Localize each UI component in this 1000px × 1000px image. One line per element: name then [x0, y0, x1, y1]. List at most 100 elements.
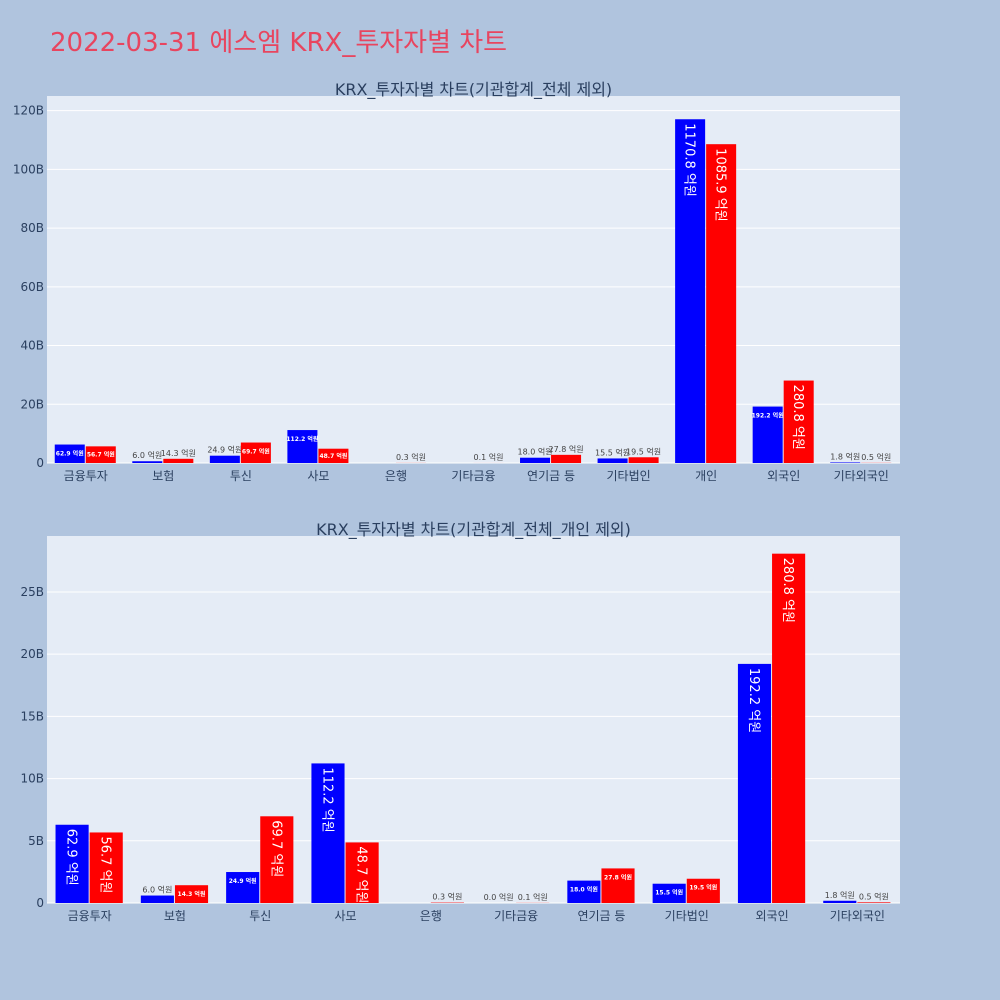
x-tick-label: 은행 [385, 468, 407, 483]
data-label: 24.9 억원 [229, 877, 257, 885]
data-label: 69.7 억원 [242, 448, 270, 456]
bar [226, 872, 260, 903]
bar [628, 457, 659, 463]
data-label: 192.2 억원 [752, 412, 784, 420]
bar [174, 885, 209, 903]
y-tick-label: 0 [36, 456, 44, 470]
y-tick-label: 15B [20, 709, 44, 723]
bar [601, 868, 635, 903]
x-tick-label: 투신 [249, 909, 271, 923]
bar [260, 816, 294, 903]
data-label: 18.0 억원 [517, 447, 552, 457]
bar [752, 406, 783, 463]
bar [209, 455, 240, 463]
bar [857, 902, 891, 903]
data-label: 48.7 억원 [319, 452, 347, 460]
data-label: 112.2 억원 [319, 767, 334, 832]
bar [737, 663, 772, 903]
bar [597, 458, 628, 463]
x-tick-label: 외국인 [767, 469, 800, 483]
data-label: 56.7 억원 [87, 451, 115, 459]
x-tick-label: 외국인 [755, 909, 788, 923]
y-tick-label: 120B [13, 104, 44, 118]
bar [240, 442, 271, 463]
bar [54, 444, 85, 463]
data-label: 48.7 억원 [354, 846, 369, 903]
y-tick-label: 80B [20, 221, 44, 235]
chart-title: KRX_투자자별 차트(기관합계_전체 제외) [335, 80, 612, 100]
data-label: 14.3 억원 [178, 890, 206, 898]
data-label: 1.8 억원 [830, 451, 860, 461]
x-tick-label: 기타외국인 [830, 909, 885, 923]
bar [520, 457, 551, 463]
data-label: 27.8 억원 [604, 873, 632, 881]
y-tick-label: 5B [28, 834, 44, 848]
data-label: 19.5 억원 [689, 884, 717, 892]
x-tick-label: 기타외국인 [834, 469, 889, 483]
y-tick-label: 10B [20, 772, 44, 786]
data-label: 6.0 억원 [132, 450, 162, 460]
x-tick-label: 기타금융 [451, 469, 495, 483]
x-tick-label: 사모 [335, 909, 357, 923]
data-label: 0.0 억원 [484, 892, 514, 902]
x-tick-label: 보험 [164, 909, 186, 923]
data-label: 15.5 억원 [655, 889, 683, 897]
data-label: 280.8 억원 [790, 385, 805, 450]
data-label: 192.2 억원 [746, 668, 761, 733]
chart-title: KRX_투자자별 차트(기관합계_전체_개인 제외) [316, 520, 631, 540]
bar [772, 553, 806, 903]
x-tick-label: 기타법인 [607, 469, 651, 483]
y-tick-label: 100B [13, 162, 44, 176]
bar [318, 448, 349, 463]
data-label: 0.1 억원 [474, 452, 504, 462]
x-tick-label: 금융투자 [64, 469, 108, 483]
y-tick-label: 20B [20, 397, 44, 411]
bar [287, 430, 318, 463]
bar [823, 900, 857, 903]
bar [163, 458, 194, 463]
bar [345, 842, 379, 903]
y-tick-label: 60B [20, 280, 44, 294]
y-tick-label: 0 [36, 896, 44, 910]
data-label: 69.7 억원 [268, 820, 283, 877]
chart-institution-excluded: 0 20B 40B 60B 80B 100B 120B KRX_투자자별 차트(기관합계_전체… [13, 80, 900, 483]
y-tick-label: 20B [20, 647, 44, 661]
x-tick-label: 사모 [307, 469, 329, 483]
plot-area [47, 96, 900, 463]
data-label: 0.5 억원 [859, 891, 889, 901]
data-label: 56.7 억원 [98, 836, 113, 893]
data-label: 1170.8 억원 [682, 123, 697, 197]
bar [89, 832, 123, 903]
bar [311, 763, 345, 903]
data-label: 18.0 억원 [570, 886, 598, 894]
bar [675, 119, 706, 464]
bar [830, 462, 861, 463]
x-tick-label: 은행 [420, 908, 442, 923]
data-label: 6.0 억원 [142, 885, 172, 895]
bar [686, 878, 720, 903]
bar [140, 895, 174, 903]
x-tick-label: 연기금 등 [577, 909, 625, 923]
data-label: 62.9 억원 [56, 450, 84, 458]
bar [85, 446, 116, 463]
data-label: 112.2 억원 [286, 435, 318, 443]
data-label: 1085.9 억원 [713, 148, 728, 222]
data-label: 0.3 억원 [432, 892, 462, 902]
data-label: 280.8 억원 [780, 558, 795, 623]
x-tick-label: 연기금 등 [527, 469, 575, 483]
data-label: 1.8 억원 [825, 890, 855, 900]
x-tick-label: 보험 [152, 469, 174, 483]
bar [567, 880, 601, 903]
data-label: 15.5 억원 [595, 447, 630, 457]
x-tick-label: 금융투자 [68, 909, 112, 923]
bar [55, 824, 89, 903]
data-label: 19.5 억원 [626, 446, 661, 456]
bar [551, 454, 582, 463]
y-tick-label: 25B [20, 585, 44, 599]
bar [652, 883, 686, 903]
y-tick-label: 40B [20, 339, 44, 353]
data-label: 62.9 억원 [64, 829, 79, 886]
bar [132, 461, 163, 463]
data-label: 14.3 억원 [161, 448, 196, 458]
